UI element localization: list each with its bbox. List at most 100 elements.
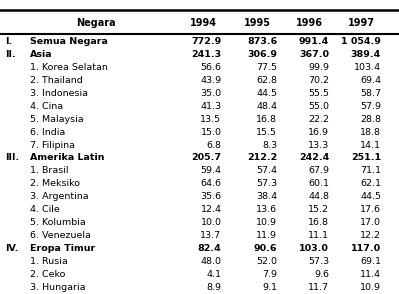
Text: 16.8: 16.8 — [256, 115, 277, 124]
Text: 13.5: 13.5 — [200, 115, 221, 124]
Text: 1995: 1995 — [244, 18, 271, 28]
Text: 4.1: 4.1 — [206, 270, 221, 279]
Text: 1997: 1997 — [348, 18, 375, 28]
Text: Semua Negara: Semua Negara — [30, 37, 108, 46]
Text: 3. Argentina: 3. Argentina — [30, 192, 89, 201]
Text: Asia: Asia — [30, 50, 53, 59]
Text: 205.7: 205.7 — [192, 153, 221, 163]
Text: 13.7: 13.7 — [200, 231, 221, 240]
Text: 306.9: 306.9 — [247, 50, 277, 59]
Text: 44.5: 44.5 — [360, 192, 381, 201]
Text: 1. Rusia: 1. Rusia — [30, 257, 68, 266]
Text: 12.2: 12.2 — [360, 231, 381, 240]
Text: 103.4: 103.4 — [354, 63, 381, 72]
Text: 41.3: 41.3 — [200, 102, 221, 111]
Text: 241.3: 241.3 — [191, 50, 221, 59]
Text: 57.9: 57.9 — [360, 102, 381, 111]
Text: 15.0: 15.0 — [200, 128, 221, 137]
Text: 62.1: 62.1 — [360, 179, 381, 188]
Text: I.: I. — [5, 37, 12, 46]
Text: 10.9: 10.9 — [360, 283, 381, 292]
Text: 5. Kolumbia: 5. Kolumbia — [30, 218, 86, 227]
Text: 7.9: 7.9 — [262, 270, 277, 279]
Text: 6. India: 6. India — [30, 128, 65, 137]
Text: III.: III. — [5, 153, 19, 163]
Text: 772.9: 772.9 — [191, 37, 221, 46]
Text: 64.6: 64.6 — [200, 179, 221, 188]
Text: 69.4: 69.4 — [360, 76, 381, 85]
Text: 58.7: 58.7 — [360, 89, 381, 98]
Text: 77.5: 77.5 — [256, 63, 277, 72]
Text: 44.5: 44.5 — [256, 89, 277, 98]
Text: 1. Korea Selatan: 1. Korea Selatan — [30, 63, 108, 72]
Text: 10.0: 10.0 — [200, 218, 221, 227]
Text: 4. Cile: 4. Cile — [30, 205, 60, 214]
Text: 251.1: 251.1 — [351, 153, 381, 163]
Text: 35.6: 35.6 — [200, 192, 221, 201]
Text: 389.4: 389.4 — [351, 50, 381, 59]
Text: 367.0: 367.0 — [299, 50, 329, 59]
Text: 212.2: 212.2 — [247, 153, 277, 163]
Text: 22.2: 22.2 — [308, 115, 329, 124]
Text: 1. Brasil: 1. Brasil — [30, 166, 68, 176]
Text: 55.5: 55.5 — [308, 89, 329, 98]
Text: 117.0: 117.0 — [351, 244, 381, 253]
Text: 59.4: 59.4 — [200, 166, 221, 176]
Text: 242.4: 242.4 — [299, 153, 329, 163]
Text: IV.: IV. — [5, 244, 18, 253]
Text: 17.0: 17.0 — [360, 218, 381, 227]
Text: Negara: Negara — [76, 18, 116, 28]
Text: 16.9: 16.9 — [308, 128, 329, 137]
Text: 44.8: 44.8 — [308, 192, 329, 201]
Text: 873.6: 873.6 — [247, 37, 277, 46]
Text: 35.0: 35.0 — [200, 89, 221, 98]
Text: 991.4: 991.4 — [299, 37, 329, 46]
Text: 62.8: 62.8 — [256, 76, 277, 85]
Text: 1994: 1994 — [190, 18, 217, 28]
Text: 57.3: 57.3 — [308, 257, 329, 266]
Text: 60.1: 60.1 — [308, 179, 329, 188]
Text: Amerika Latin: Amerika Latin — [30, 153, 105, 163]
Text: 7. Filipina: 7. Filipina — [30, 141, 75, 150]
Text: 5. Malaysia: 5. Malaysia — [30, 115, 83, 124]
Text: 6.8: 6.8 — [206, 141, 221, 150]
Text: 28.8: 28.8 — [360, 115, 381, 124]
Text: 1996: 1996 — [296, 18, 323, 28]
Text: 8.9: 8.9 — [206, 283, 221, 292]
Text: 3. Indonesia: 3. Indonesia — [30, 89, 88, 98]
Text: 9.6: 9.6 — [314, 270, 329, 279]
Text: 55.0: 55.0 — [308, 102, 329, 111]
Text: Eropa Timur: Eropa Timur — [30, 244, 95, 253]
Text: 12.4: 12.4 — [200, 205, 221, 214]
Text: 2. Ceko: 2. Ceko — [30, 270, 65, 279]
Text: 11.9: 11.9 — [256, 231, 277, 240]
Text: 14.1: 14.1 — [360, 141, 381, 150]
Text: 13.3: 13.3 — [308, 141, 329, 150]
Text: 38.4: 38.4 — [256, 192, 277, 201]
Text: 4. Cina: 4. Cina — [30, 102, 63, 111]
Text: 3. Hungaria: 3. Hungaria — [30, 283, 85, 292]
Text: 10.9: 10.9 — [256, 218, 277, 227]
Text: 9.1: 9.1 — [262, 283, 277, 292]
Text: 11.4: 11.4 — [360, 270, 381, 279]
Text: 56.6: 56.6 — [200, 63, 221, 72]
Text: 48.4: 48.4 — [256, 102, 277, 111]
Text: 70.2: 70.2 — [308, 76, 329, 85]
Text: 15.5: 15.5 — [256, 128, 277, 137]
Text: 8.3: 8.3 — [262, 141, 277, 150]
Text: 6. Venezuela: 6. Venezuela — [30, 231, 91, 240]
Text: 1 054.9: 1 054.9 — [341, 37, 381, 46]
Text: 48.0: 48.0 — [200, 257, 221, 266]
Text: 57.4: 57.4 — [256, 166, 277, 176]
Text: 69.1: 69.1 — [360, 257, 381, 266]
Text: 71.1: 71.1 — [360, 166, 381, 176]
Text: 43.9: 43.9 — [200, 76, 221, 85]
Text: 67.9: 67.9 — [308, 166, 329, 176]
Text: 99.9: 99.9 — [308, 63, 329, 72]
Text: 13.6: 13.6 — [256, 205, 277, 214]
Text: 2. Meksiko: 2. Meksiko — [30, 179, 80, 188]
Text: 90.6: 90.6 — [254, 244, 277, 253]
Text: 57.3: 57.3 — [256, 179, 277, 188]
Text: 2. Thailand: 2. Thailand — [30, 76, 83, 85]
Text: 16.8: 16.8 — [308, 218, 329, 227]
